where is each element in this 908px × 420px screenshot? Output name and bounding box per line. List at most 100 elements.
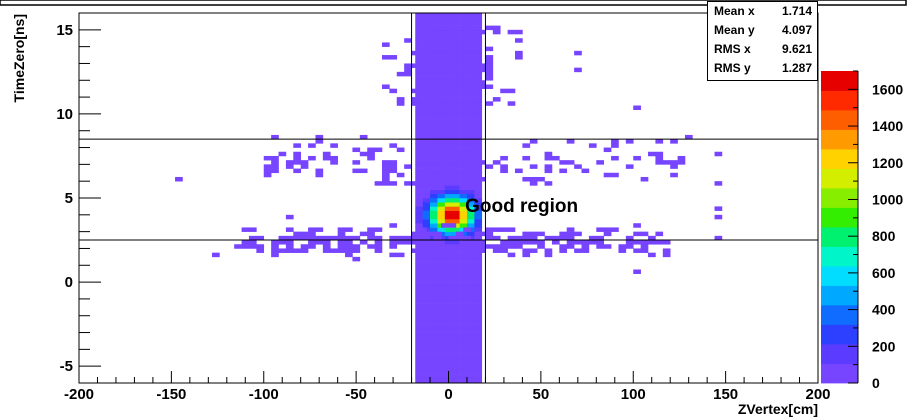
heatmap-cell (415, 290, 423, 295)
heatmap-cell (603, 227, 612, 232)
heatmap-cell (466, 63, 475, 68)
heatmap-cell (452, 113, 460, 119)
heatmap-cell (655, 139, 664, 144)
heatmap-cell (474, 181, 483, 186)
heatmap-cell (422, 139, 431, 144)
heatmap-cell (437, 189, 446, 195)
heatmap-cell (444, 340, 453, 346)
heatmap-cell (430, 50, 438, 56)
heatmap-cell (466, 193, 475, 199)
heatmap-cell (522, 176, 531, 182)
heatmap-cell (474, 340, 483, 346)
heatmap-cell (374, 227, 383, 232)
heatmap-cell (444, 181, 453, 186)
heatmap-cell (529, 240, 538, 245)
heatmap-cell (474, 147, 483, 153)
heatmap-cell (271, 240, 279, 245)
heatmap-cell (529, 235, 538, 241)
heatmap-cell (437, 277, 446, 283)
heatmap-cell (444, 164, 453, 169)
heatmap-cell (308, 240, 316, 245)
heatmap-cell (466, 67, 475, 73)
heatmap-cell (648, 240, 656, 245)
heatmap-cell (337, 235, 346, 241)
heatmap-cell (444, 118, 453, 123)
heatmap-cell (430, 176, 438, 182)
heatmap-cell (415, 168, 423, 174)
heatmap-cell (559, 235, 568, 241)
heatmap-cell (300, 164, 309, 169)
heatmap-cell (418, 248, 427, 253)
heatmap-cell (345, 252, 353, 258)
heatmap-cell (452, 147, 460, 153)
heatmap-cell (466, 181, 475, 186)
colorbar-segment (821, 90, 858, 111)
heatmap-cell (437, 101, 446, 106)
heatmap-cell (470, 176, 479, 182)
heatmap-cell (437, 370, 446, 375)
heatmap-cell (596, 235, 604, 241)
heatmap-cell (430, 29, 438, 35)
heatmap-cell (452, 97, 460, 102)
heatmap-cell (415, 256, 423, 262)
heatmap-cell (466, 307, 475, 312)
heatmap-cell (466, 286, 475, 291)
heatmap-cell (437, 319, 446, 325)
heatmap-cell (459, 336, 468, 342)
heatmap-cell (485, 46, 494, 52)
colorbar-segment (821, 344, 858, 364)
heatmap-cell (389, 240, 398, 245)
heatmap-cell (474, 46, 483, 52)
heatmap-cell (485, 55, 494, 60)
heatmap-cell (466, 122, 475, 127)
heatmap-cell (437, 210, 446, 216)
heatmap-cell (596, 244, 604, 249)
heatmap-cell (444, 42, 453, 47)
heatmap-cell (430, 324, 438, 329)
heatmap-cell (411, 88, 420, 94)
heatmap-cell (422, 353, 431, 359)
heatmap-cell (466, 345, 475, 350)
heatmap-cell (452, 88, 460, 94)
heatmap-cell (444, 109, 453, 115)
heatmap-cell (459, 122, 468, 127)
heatmap-cell (544, 155, 553, 161)
heatmap-cell (422, 160, 431, 165)
heatmap-cell (263, 172, 272, 178)
heatmap-cell (337, 240, 346, 245)
heatmap-cell (430, 134, 438, 140)
heatmap-cell (300, 235, 309, 241)
heatmap-cell (352, 248, 361, 253)
y-axis-title: TimeZero[ns] (11, 14, 27, 102)
heatmap-cell (603, 231, 612, 237)
heatmap-cell (415, 261, 423, 266)
heatmap-cell (448, 168, 457, 174)
heatmap-cell (618, 248, 627, 253)
heatmap-cell (566, 231, 575, 237)
heatmap-cell (415, 122, 423, 127)
heatmap-cell (633, 240, 641, 245)
heatmap-cell (415, 303, 423, 308)
heatmap-cell (437, 88, 446, 94)
heatmap-cell (293, 160, 301, 165)
y-tick-label: -5 (60, 358, 73, 375)
heatmap-cell (422, 328, 431, 333)
heatmap-cell (515, 29, 523, 35)
heatmap-cell (448, 244, 457, 249)
heatmap-cell (474, 88, 483, 94)
heatmap-cell (522, 240, 531, 245)
heatmap-cell (459, 126, 468, 132)
heatmap-cell (452, 290, 460, 295)
heatmap-cell (437, 193, 446, 199)
heatmap-cell (422, 357, 431, 363)
heatmap-cell (293, 151, 301, 157)
heatmap-cell (474, 374, 483, 380)
heatmap-cell (448, 143, 457, 148)
heatmap-cell (415, 55, 423, 60)
heatmap-cell (352, 168, 361, 174)
heatmap-cell (422, 315, 431, 321)
heatmap-cell (452, 189, 460, 195)
heatmap-cell (322, 244, 331, 249)
heatmap-cell (374, 240, 383, 245)
heatmap-cell (485, 84, 494, 89)
